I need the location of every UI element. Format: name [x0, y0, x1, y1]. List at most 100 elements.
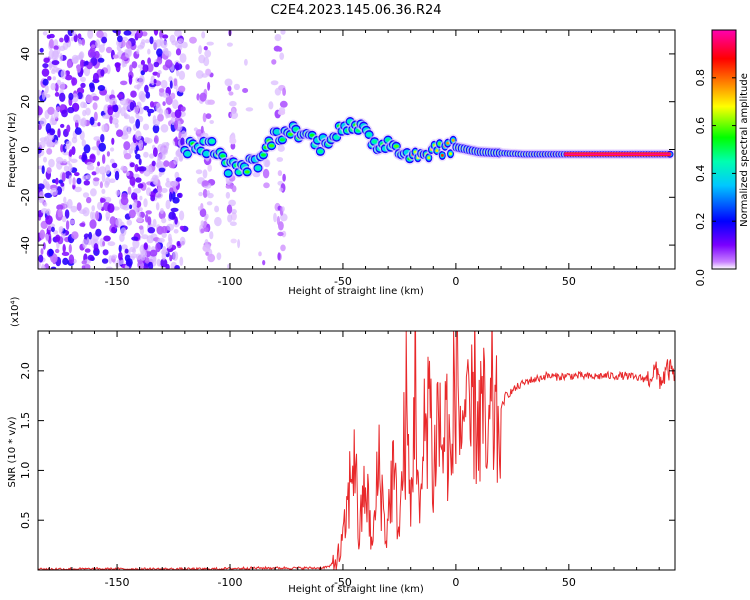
noise-speckle: [64, 34, 69, 43]
noise-speckle: [73, 114, 81, 123]
noise-speckle: [42, 78, 49, 86]
noise-speckle: [62, 143, 67, 153]
noise-speckle: [62, 151, 70, 156]
noise-speckle: [206, 244, 211, 249]
noise-speckle: [135, 112, 140, 119]
noise-speckle: [227, 214, 233, 223]
noise-speckle: [157, 113, 164, 122]
noise-speckle: [116, 44, 122, 52]
noise-speckle: [160, 79, 168, 89]
noise-speckle: [72, 177, 76, 186]
noise-speckle: [74, 186, 82, 193]
noise-speckle: [171, 180, 178, 187]
noise-speckle: [92, 102, 98, 110]
noise-speckle: [100, 198, 106, 203]
noise-speckle: [89, 219, 97, 229]
spectrogram-x-label: Height of straight line (km): [288, 286, 424, 297]
noise-speckle: [263, 158, 271, 168]
noise-speckle: [64, 74, 73, 81]
noise-speckle: [71, 136, 78, 144]
noise-speckle: [59, 104, 66, 111]
noise-speckle: [230, 142, 236, 150]
noise-speckle: [123, 141, 131, 151]
noise-speckle: [111, 118, 119, 125]
noise-speckle: [141, 39, 146, 45]
noise-speckle: [262, 168, 270, 179]
noise-speckle: [178, 38, 184, 43]
noise-speckle: [156, 72, 161, 78]
noise-speckle: [161, 225, 168, 234]
noise-speckle: [135, 153, 141, 160]
snr-x-label: Height of straight line (km): [288, 584, 424, 595]
noise-speckle: [103, 235, 111, 242]
snr-y-tick-label: 0.5: [19, 511, 32, 529]
noise-speckle: [200, 228, 205, 234]
noise-speckle: [83, 180, 91, 186]
noise-speckle: [227, 85, 232, 92]
noise-speckle: [147, 48, 151, 55]
noise-speckle: [55, 234, 61, 242]
noise-speckle: [50, 114, 54, 122]
noise-speckle: [59, 81, 66, 91]
spectrogram-x-tick-label: 50: [562, 275, 576, 288]
track-peak: [185, 152, 190, 156]
noise-speckle: [160, 40, 168, 49]
noise-speckle: [174, 109, 182, 118]
snr-multiplier-label: (x10⁴): [10, 296, 21, 327]
noise-speckle: [278, 221, 284, 231]
noise-speckle: [122, 125, 131, 135]
noise-speckle: [155, 242, 161, 253]
noise-speckle: [50, 187, 58, 196]
noise-speckle: [48, 158, 55, 168]
noise-speckle: [63, 196, 67, 204]
noise-speckle: [209, 120, 214, 124]
noise-speckle: [85, 94, 94, 104]
noise-speckle: [165, 59, 173, 69]
noise-speckle: [229, 221, 237, 226]
noise-speckle: [228, 91, 234, 96]
noise-speckle: [200, 220, 205, 227]
noise-speckle: [137, 183, 144, 189]
noise-speckle: [162, 245, 167, 255]
noise-speckle: [149, 249, 158, 257]
noise-speckle: [74, 172, 80, 177]
noise-speckle: [224, 78, 233, 87]
noise-speckle: [153, 147, 158, 158]
noise-speckle: [169, 254, 173, 262]
noise-speckle: [229, 100, 237, 107]
noise-speckle: [38, 141, 46, 149]
noise-speckle: [123, 30, 132, 36]
noise-speckle: [101, 188, 106, 194]
colorbar-tick-label: 0.6: [694, 117, 707, 135]
noise-speckle: [68, 175, 72, 185]
spectrogram-noise-layer: [38, 30, 288, 269]
noise-speckle: [47, 225, 52, 231]
noise-speckle: [38, 183, 45, 190]
noise-speckle: [136, 216, 143, 223]
noise-speckle: [66, 124, 71, 133]
noise-speckle: [105, 266, 113, 269]
noise-speckle: [147, 216, 152, 226]
noise-speckle: [71, 77, 78, 86]
track-peak: [209, 139, 215, 143]
noise-speckle: [48, 248, 54, 257]
track-peak: [220, 154, 226, 158]
noise-speckle: [91, 44, 96, 49]
noise-speckle: [143, 264, 149, 269]
spectrogram-y-label: Frequency (Hz): [7, 112, 18, 188]
colorbar-ticks: 0.0 0.2 0.4 0.6 0.8: [694, 69, 736, 287]
noise-speckle: [86, 196, 92, 204]
noise-speckle: [135, 253, 142, 260]
noise-speckle: [174, 136, 178, 147]
colorbar-tick-label: 0.4: [694, 165, 707, 183]
noise-speckle: [156, 258, 161, 267]
noise-speckle: [60, 182, 65, 187]
noise-speckle: [195, 169, 203, 175]
noise-speckle: [268, 101, 274, 110]
noise-speckle: [180, 106, 186, 112]
noise-speckle: [280, 244, 286, 252]
noise-speckle: [38, 191, 45, 198]
noise-speckle: [55, 156, 64, 164]
noise-speckle: [91, 171, 97, 176]
